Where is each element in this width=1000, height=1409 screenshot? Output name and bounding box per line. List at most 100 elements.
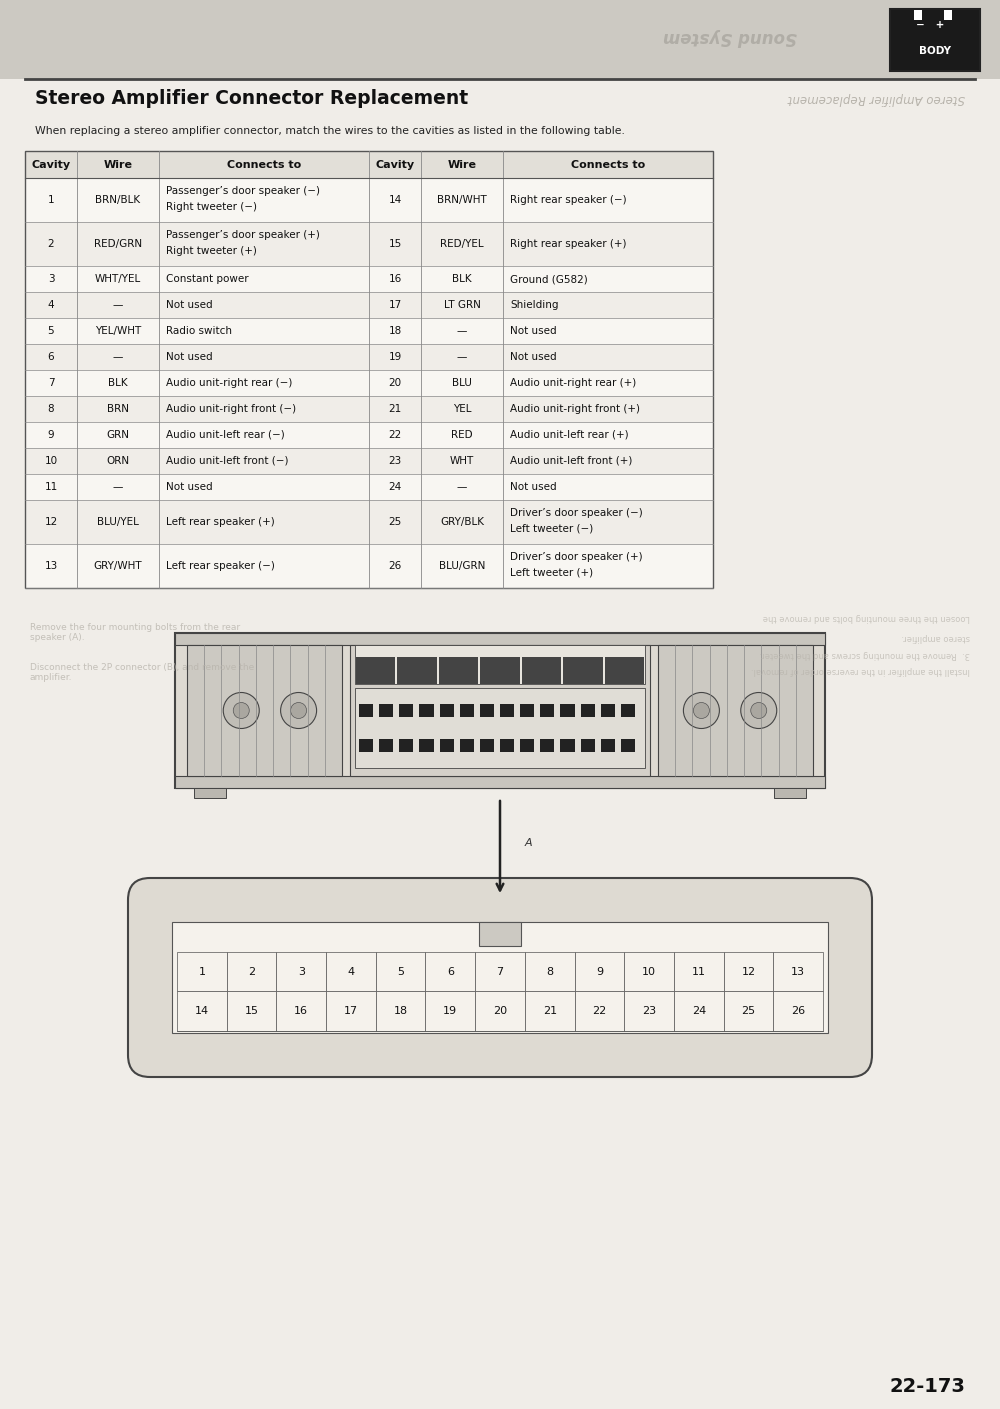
Text: 17: 17 xyxy=(344,1006,358,1016)
Bar xyxy=(175,633,825,645)
Text: 26: 26 xyxy=(388,561,402,571)
Bar xyxy=(460,740,474,752)
Text: Audio unit-right rear (+): Audio unit-right rear (+) xyxy=(510,378,636,387)
Text: 1: 1 xyxy=(48,194,54,204)
FancyBboxPatch shape xyxy=(175,633,825,788)
Bar xyxy=(773,952,823,992)
Text: BLU: BLU xyxy=(452,378,472,387)
Text: 18: 18 xyxy=(388,325,402,335)
Text: BLU/GRN: BLU/GRN xyxy=(439,561,485,571)
Text: YEL: YEL xyxy=(453,404,471,414)
Bar xyxy=(724,952,773,992)
Text: 3: 3 xyxy=(298,967,305,976)
Bar xyxy=(25,292,713,318)
Bar xyxy=(419,740,434,752)
Text: Right rear speaker (−): Right rear speaker (−) xyxy=(510,194,627,204)
Bar xyxy=(500,740,514,752)
Bar xyxy=(25,178,713,223)
Bar xyxy=(276,992,326,1031)
FancyBboxPatch shape xyxy=(479,921,521,945)
Text: BLU/YEL: BLU/YEL xyxy=(97,517,139,527)
Text: Sound System: Sound System xyxy=(663,28,797,46)
Text: BRN/WHT: BRN/WHT xyxy=(437,194,487,204)
Text: 25: 25 xyxy=(388,517,402,527)
Text: 23: 23 xyxy=(388,457,402,466)
Bar xyxy=(376,992,425,1031)
Text: 16: 16 xyxy=(294,1006,308,1016)
Bar xyxy=(25,423,713,448)
Text: 22-173: 22-173 xyxy=(889,1378,965,1396)
Bar xyxy=(399,740,413,752)
Text: BLK: BLK xyxy=(108,378,128,387)
Bar xyxy=(601,740,615,752)
Bar xyxy=(774,788,806,797)
Bar xyxy=(379,740,393,752)
Bar xyxy=(540,704,554,717)
Text: 4: 4 xyxy=(48,300,54,310)
Bar xyxy=(399,704,413,717)
Text: A: A xyxy=(525,838,533,848)
Circle shape xyxy=(693,703,709,719)
Text: Not used: Not used xyxy=(510,325,557,335)
Text: GRY/WHT: GRY/WHT xyxy=(94,561,142,571)
Bar xyxy=(326,952,376,992)
Bar xyxy=(25,151,713,588)
Text: Driver’s door speaker (−): Driver’s door speaker (−) xyxy=(510,509,643,519)
Bar xyxy=(560,740,575,752)
Text: 11: 11 xyxy=(692,967,706,976)
Text: Connects to: Connects to xyxy=(571,159,645,169)
Bar xyxy=(500,704,514,717)
Bar xyxy=(177,992,227,1031)
Text: Audio unit-left front (−): Audio unit-left front (−) xyxy=(166,457,288,466)
Text: Passenger’s door speaker (−): Passenger’s door speaker (−) xyxy=(166,186,320,196)
Text: GRY/BLK: GRY/BLK xyxy=(440,517,484,527)
Bar xyxy=(0,0,1000,79)
Text: 24: 24 xyxy=(388,482,402,492)
Text: 24: 24 xyxy=(692,1006,706,1016)
Text: 7: 7 xyxy=(48,378,54,387)
Bar xyxy=(355,689,645,768)
Bar xyxy=(944,10,952,20)
Text: BRN/BLK: BRN/BLK xyxy=(95,194,141,204)
Bar xyxy=(439,657,478,685)
Text: Disconnect the 2P connector (B), and remove the
amplifier.: Disconnect the 2P connector (B), and rem… xyxy=(30,664,254,682)
Text: Radio switch: Radio switch xyxy=(166,325,232,335)
Text: 10: 10 xyxy=(44,457,58,466)
Bar xyxy=(601,704,615,717)
Text: Audio unit-left front (+): Audio unit-left front (+) xyxy=(510,457,632,466)
Text: Not used: Not used xyxy=(166,300,213,310)
Text: YEL/WHT: YEL/WHT xyxy=(95,325,141,335)
Bar xyxy=(419,704,434,717)
Text: 3.  Remove the mounting screws and the tweeter.: 3. Remove the mounting screws and the tw… xyxy=(759,650,970,659)
Text: Ground (G582): Ground (G582) xyxy=(510,273,588,285)
Text: 25: 25 xyxy=(741,1006,756,1016)
Bar xyxy=(326,992,376,1031)
Bar xyxy=(674,952,724,992)
Circle shape xyxy=(751,703,767,719)
Text: —: — xyxy=(457,352,467,362)
Bar xyxy=(475,952,525,992)
Text: —: — xyxy=(113,300,123,310)
Bar xyxy=(355,645,645,685)
Text: 19: 19 xyxy=(443,1006,457,1016)
Bar xyxy=(172,921,828,1033)
Text: 15: 15 xyxy=(388,240,402,249)
Text: 7: 7 xyxy=(496,967,504,976)
Text: —: — xyxy=(457,325,467,335)
Bar xyxy=(525,952,575,992)
Text: Audio unit-left rear (−): Audio unit-left rear (−) xyxy=(166,430,285,440)
Circle shape xyxy=(291,703,307,719)
Bar xyxy=(25,473,713,500)
Text: 8: 8 xyxy=(48,404,54,414)
Circle shape xyxy=(281,692,317,728)
Text: 14: 14 xyxy=(388,194,402,204)
Bar xyxy=(25,344,713,371)
Text: 8: 8 xyxy=(546,967,553,976)
Text: Loosen the three mounting bolts and remove the: Loosen the three mounting bolts and remo… xyxy=(763,613,970,621)
Text: 6: 6 xyxy=(447,967,454,976)
FancyBboxPatch shape xyxy=(128,878,872,1076)
Bar xyxy=(520,740,534,752)
Text: 9: 9 xyxy=(48,430,54,440)
Text: Right rear speaker (+): Right rear speaker (+) xyxy=(510,240,626,249)
Text: Audio unit-right rear (−): Audio unit-right rear (−) xyxy=(166,378,292,387)
